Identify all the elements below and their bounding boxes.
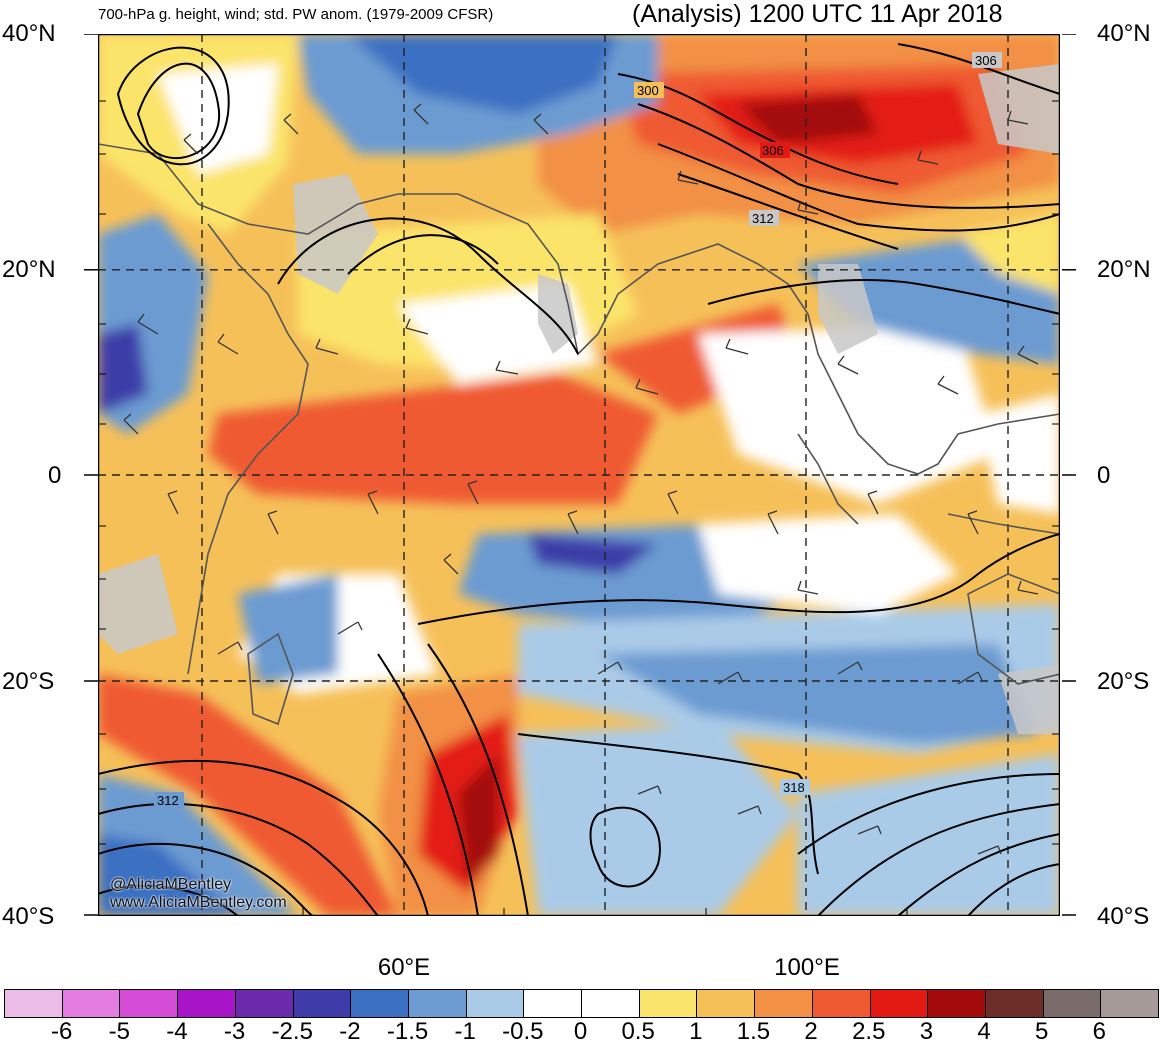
contour-label-318: 318: [783, 780, 805, 795]
lat-label-left-40s: 40°S: [2, 903, 55, 930]
lat-label-right-eq: 0: [1097, 462, 1111, 489]
colorbar-label: 4: [977, 1018, 991, 1045]
colorbar-swatch: [234, 990, 293, 1017]
contour-label-306-a: 306: [762, 143, 784, 158]
lon-label-60e: 60°E: [377, 954, 431, 981]
colorbar-swatch: [61, 990, 120, 1017]
colorbar-label: 2: [804, 1018, 818, 1045]
colorbar-swatch: [407, 990, 466, 1017]
colorbar-label: -4: [166, 1018, 188, 1045]
colorbar-label: 1: [689, 1018, 703, 1045]
colorbar-swatch: [811, 990, 870, 1017]
colorbar-swatch: [869, 990, 928, 1017]
lat-label-left-20n: 20°N: [2, 256, 56, 283]
contour-label-312-b: 312: [157, 793, 179, 808]
credit-url: www.AliciaMBentley.com: [110, 894, 287, 911]
map-frame: [98, 34, 1060, 916]
colorbar-label: -6: [50, 1018, 73, 1045]
colorbar-swatch: [581, 990, 639, 1017]
map-title: (Analysis) 1200 UTC 11 Apr 2018: [632, 0, 1003, 28]
lat-label-right-20s: 20°S: [1097, 668, 1150, 695]
outer-ticks: [84, 34, 1076, 916]
contour-label-300: 300: [637, 83, 659, 98]
contour-label-312-a: 312: [752, 211, 774, 226]
map-subtitle: 700-hPa g. height, wind; std. PW anom. (…: [98, 6, 494, 23]
colorbar-swatch: [523, 990, 582, 1017]
colorbar-swatch: [927, 990, 985, 1017]
frame-ticks: [98, 100, 1060, 916]
lat-label-left-20s: 20°S: [2, 668, 55, 695]
colorbar-label: 0: [573, 1018, 588, 1045]
colorbar-label: -1: [454, 1018, 476, 1045]
credit-handle: @AliciaMBentley: [110, 876, 232, 893]
graticule: [98, 34, 1060, 916]
colorbar-swatch: [5, 990, 62, 1017]
lat-label-right-20n: 20°N: [1097, 256, 1151, 283]
colorbar-swatch: [984, 990, 1043, 1017]
colorbar-labels: -6 -5 -4 -3 -2.5 -2 -1.5 -1 -0.5 0 0.5 1 1.5 2 2.5 3 4 5 6: [0, 1020, 1160, 1046]
colorbar-swatch: [1100, 990, 1159, 1017]
colorbar-swatch: [350, 990, 408, 1017]
coastlines: [98, 143, 1060, 726]
colorbar-swatch: [465, 990, 524, 1017]
colorbar-label: -1.5: [386, 1018, 429, 1045]
colorbar-swatch: [1042, 990, 1101, 1017]
colorbar-swatch: [696, 990, 755, 1017]
lon-label-100e: 100°E: [774, 954, 840, 981]
wind-barbs: [123, 103, 1039, 855]
colorbar-swatch: [638, 990, 697, 1017]
contour-label-306-b: 306: [975, 53, 997, 68]
colorbar-label: 6: [1092, 1018, 1107, 1045]
colorbar-label: -5: [108, 1018, 130, 1045]
colorbar-swatch: [177, 990, 235, 1017]
colorbar-label: 3: [919, 1018, 934, 1045]
height-contours: [98, 43, 1060, 916]
colorbar-label: -0.5: [502, 1018, 544, 1045]
colorbar-label: -3: [223, 1018, 246, 1045]
colorbar-swatch: [292, 990, 351, 1017]
colorbar-label: -2: [339, 1018, 361, 1045]
colorbar-label: 2.5: [852, 1018, 886, 1045]
colorbar-label: 0.5: [621, 1018, 655, 1045]
colorbar-label: -2.5: [271, 1018, 313, 1045]
lat-label-right-40s: 40°S: [1097, 903, 1150, 930]
colorbar-label: 5: [1035, 1018, 1049, 1045]
colorbar-swatch: [119, 990, 178, 1017]
contour-label-group: 300 306 306 312 312 318: [154, 52, 1002, 808]
colorbar: [4, 989, 1159, 1018]
lat-label-left-40n: 40°N: [2, 20, 56, 47]
lat-label-right-40n: 40°N: [1097, 20, 1151, 47]
colorbar-label: 1.5: [736, 1018, 771, 1045]
colorbar-swatch: [754, 990, 812, 1017]
credit: @AliciaMBentley www.AliciaMBentley.com: [110, 876, 287, 912]
lat-label-left-eq: 0: [48, 462, 62, 489]
map-panel: 300 306 306 312 312 318: [98, 34, 1060, 916]
